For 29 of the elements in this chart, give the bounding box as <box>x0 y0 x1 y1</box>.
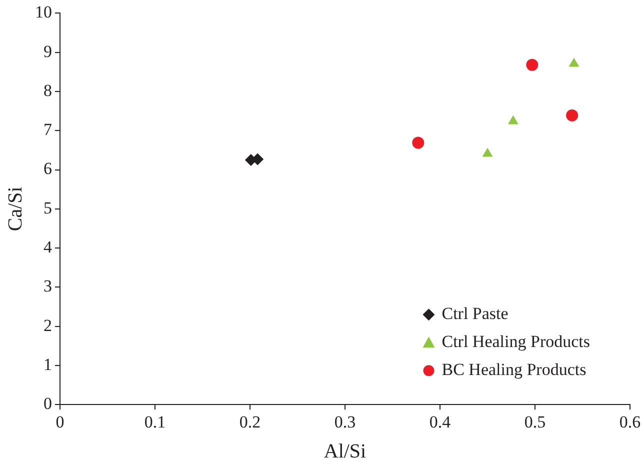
y-tick-label: 8 <box>44 80 52 100</box>
y-tick-label: 5 <box>44 198 52 218</box>
point <box>482 148 493 157</box>
y-tick-label: 4 <box>44 238 52 257</box>
x-tick-label: 0.4 <box>429 412 452 432</box>
y-tick-label: 10 <box>35 2 52 22</box>
y-tick-label: 0 <box>44 394 52 414</box>
y-tick-label: 6 <box>44 159 52 178</box>
x-tick-label: 0.3 <box>334 412 356 432</box>
x-tick-label: 0.2 <box>239 412 261 432</box>
x-tick-label: 0 <box>56 412 64 432</box>
y-tick-label: 7 <box>44 120 52 140</box>
y-tick-label: 3 <box>44 276 52 296</box>
x-tick-label: 0.6 <box>619 412 641 432</box>
legend-label: Ctrl Healing Products <box>442 332 590 352</box>
point <box>508 115 518 124</box>
x-tick-label: 0.1 <box>144 412 166 432</box>
legend-label: BC Healing Products <box>442 360 586 380</box>
y-tick-label: 1 <box>44 354 52 374</box>
point <box>566 109 578 122</box>
y-axis-title: Ca/Si <box>4 186 26 232</box>
legend-label: Ctrl Paste <box>442 304 508 324</box>
x-tick-label: 0.5 <box>524 412 546 432</box>
y-tick-label: 2 <box>44 316 52 335</box>
point <box>412 136 424 149</box>
point <box>526 58 538 71</box>
x-axis-title: Al/Si <box>324 440 367 462</box>
point <box>568 58 580 67</box>
y-tick-label: 9 <box>44 42 52 61</box>
